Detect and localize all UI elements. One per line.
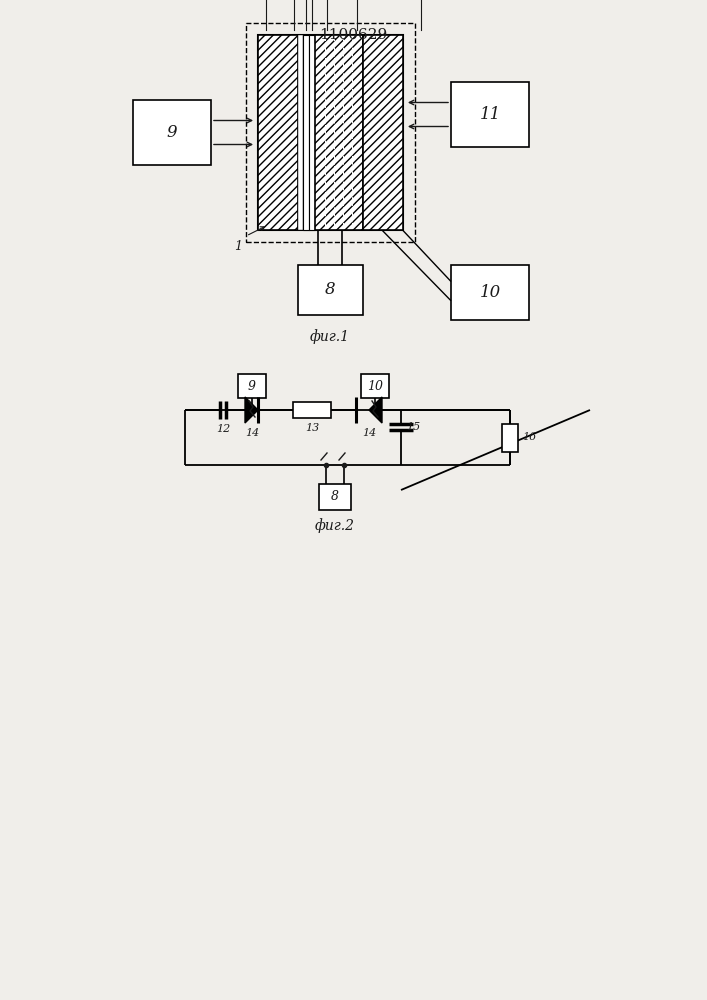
Text: 16: 16 bbox=[522, 432, 536, 442]
Bar bbox=[363, 35, 403, 230]
Text: 1100629: 1100629 bbox=[319, 28, 387, 42]
Text: фиг.1: фиг.1 bbox=[310, 330, 350, 344]
Text: 8: 8 bbox=[325, 282, 336, 298]
Text: 12: 12 bbox=[216, 424, 230, 434]
Polygon shape bbox=[369, 397, 382, 423]
Bar bbox=[319, 484, 351, 510]
Text: 10: 10 bbox=[367, 379, 383, 392]
Bar bbox=[309, 35, 315, 230]
Bar bbox=[258, 35, 403, 230]
Text: 14: 14 bbox=[245, 428, 259, 438]
Text: 10: 10 bbox=[479, 284, 501, 301]
Text: 15: 15 bbox=[406, 422, 420, 432]
Bar bbox=[298, 265, 363, 315]
Bar bbox=[502, 424, 518, 452]
Bar bbox=[133, 100, 211, 165]
Bar bbox=[298, 35, 303, 230]
Text: 14: 14 bbox=[362, 428, 376, 438]
Bar bbox=[315, 35, 363, 230]
Bar bbox=[238, 374, 266, 398]
Bar bbox=[246, 23, 415, 242]
Bar bbox=[258, 35, 298, 230]
Text: 9: 9 bbox=[167, 124, 177, 141]
Bar bbox=[303, 35, 309, 230]
Bar bbox=[293, 402, 331, 418]
Polygon shape bbox=[245, 397, 258, 423]
Text: 9: 9 bbox=[248, 379, 256, 392]
Bar bbox=[451, 265, 529, 320]
Text: фиг.2: фиг.2 bbox=[315, 519, 355, 533]
Text: 11: 11 bbox=[479, 106, 501, 123]
Text: 1: 1 bbox=[234, 240, 242, 253]
Bar bbox=[361, 374, 389, 398]
Text: 13: 13 bbox=[305, 423, 319, 433]
Bar bbox=[451, 82, 529, 147]
Text: 8: 8 bbox=[331, 490, 339, 504]
